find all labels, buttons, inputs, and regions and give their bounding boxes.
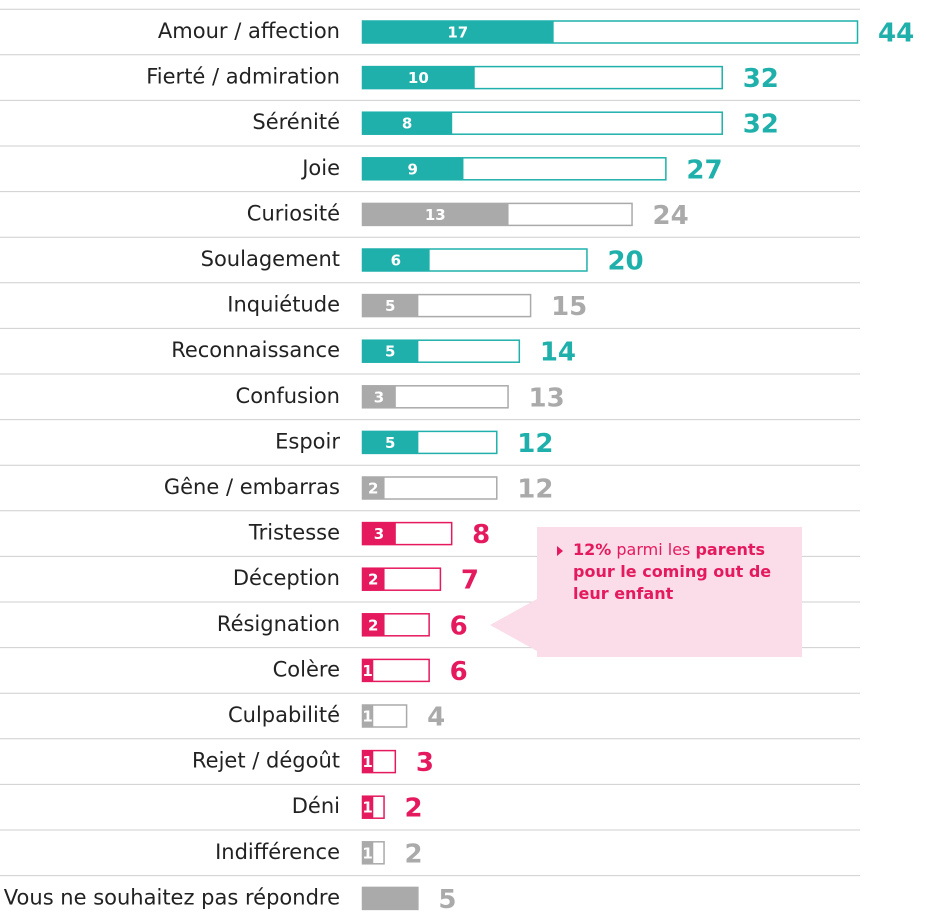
category-label: Tristesse: [248, 521, 340, 545]
first-bar: [362, 112, 453, 135]
first-bar: [362, 477, 385, 499]
first-bar: [362, 568, 385, 591]
annotation-highlight: 12%: [573, 540, 612, 559]
total-label: 2: [405, 794, 423, 824]
first-label: 1: [362, 662, 372, 680]
category-label: Rejet / dégoût: [192, 749, 340, 773]
total-label: 32: [743, 110, 779, 140]
first-bar: [362, 294, 419, 317]
total-label: 8: [472, 520, 490, 550]
total-label: 12: [517, 429, 553, 459]
first-label: 3: [374, 388, 384, 406]
first-label: 2: [368, 480, 378, 498]
category-label: Culpabilité: [228, 703, 340, 727]
category-label: Déception: [233, 566, 340, 590]
first-label: 8: [402, 115, 412, 133]
total-label: 15: [551, 292, 587, 322]
first-label: 2: [368, 616, 378, 634]
category-label: Confusion: [236, 384, 340, 408]
total-label: 14: [540, 338, 576, 368]
total-label: 20: [607, 247, 643, 277]
category-label: Joie: [300, 156, 340, 180]
annotation: 12% parmi les parents pour le coming out…: [490, 527, 802, 657]
first-bar: [362, 613, 385, 636]
first-bar: [362, 21, 554, 43]
first-label: 10: [408, 69, 429, 87]
total-label: 44: [878, 19, 914, 49]
total-label: 2: [405, 839, 423, 869]
category-label: Gêne / embarras: [164, 475, 340, 499]
total-label: 32: [743, 64, 779, 94]
first-bar: [362, 340, 419, 363]
first-bar: [362, 796, 374, 819]
total-bar: [361, 886, 419, 911]
first-label: 1: [362, 844, 372, 862]
first-label: 2: [368, 571, 378, 589]
first-label: 1: [362, 708, 372, 726]
category-label: Reconnaissance: [171, 338, 340, 362]
category-label: Déni: [292, 794, 340, 818]
first-bar: [362, 841, 374, 864]
first-bar: [362, 659, 374, 682]
category-label: Inquiétude: [227, 293, 340, 317]
category-label: Sérénité: [252, 110, 340, 134]
first-bar: [362, 705, 374, 727]
category-label: Espoir: [275, 429, 340, 453]
first-label: 6: [391, 252, 401, 270]
first-label: 9: [408, 160, 418, 178]
first-label: 3: [374, 525, 384, 543]
total-label: 24: [653, 201, 689, 231]
category-label: Colère: [273, 657, 340, 681]
total-label: 7: [461, 566, 479, 596]
category-label: Fierté / admiration: [146, 65, 340, 89]
total-label: 13: [529, 383, 565, 413]
first-label: 5: [385, 434, 395, 452]
annotation-text: parmi les: [611, 540, 696, 559]
first-label: 17: [447, 24, 468, 42]
total-label: 6: [450, 657, 468, 687]
total-label: 6: [450, 611, 468, 641]
total-label: 3: [416, 748, 434, 778]
first-bar: [362, 249, 430, 271]
annotation-bold: parents pour le coming out de leur enfan…: [573, 540, 772, 603]
category-label: Indifférence: [215, 840, 340, 864]
first-label: 13: [425, 206, 446, 224]
total-label: 27: [686, 155, 722, 185]
category-label: Soulagement: [201, 247, 340, 271]
first-label: 1: [362, 753, 372, 771]
first-bar: [362, 157, 464, 180]
first-label: 5: [385, 343, 395, 361]
total-label: 12: [517, 475, 553, 505]
first-bar: [362, 522, 396, 545]
first-label: 5: [385, 297, 395, 315]
category-label: Curiosité: [247, 201, 340, 225]
category-label: Vous ne souhaitez pas répondre: [4, 885, 340, 909]
first-bar: [362, 203, 509, 226]
first-label: 1: [362, 799, 372, 817]
first-bar: [362, 66, 475, 89]
category-label: Amour / affection: [158, 19, 340, 43]
total-label: 5: [438, 885, 456, 915]
first-bar: [362, 431, 419, 454]
first-bar: [362, 385, 396, 408]
total-label: 4: [427, 703, 445, 733]
first-bar: [362, 750, 374, 773]
category-label: Résignation: [217, 612, 340, 636]
